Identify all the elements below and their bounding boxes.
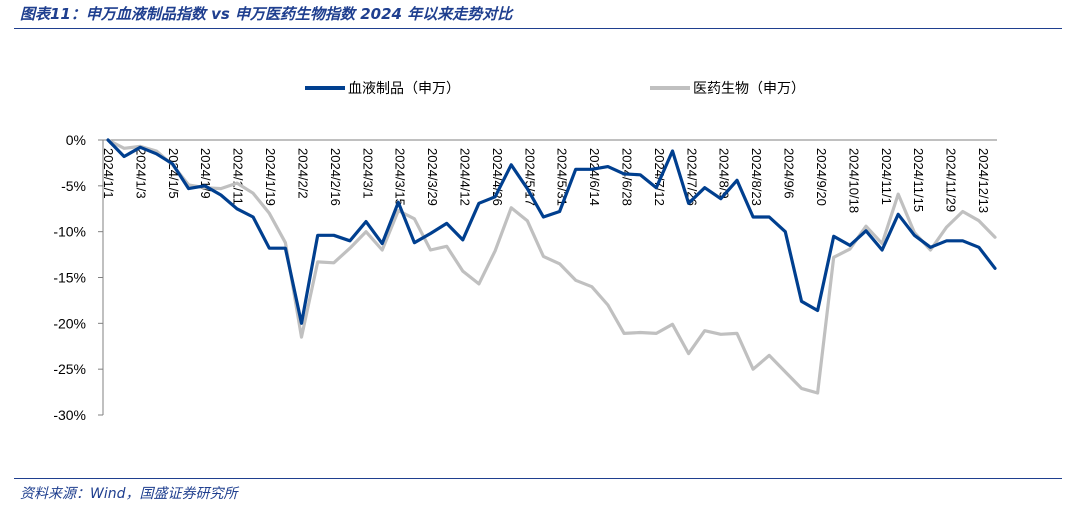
y-tick-label: -20% — [53, 315, 86, 331]
series-lines — [106, 138, 997, 395]
x-tick-label: 2024/5/17 — [522, 148, 537, 206]
x-tick-label: 2024/9/6 — [782, 148, 797, 199]
x-tick-label: 2024/3/1 — [360, 148, 375, 199]
y-axis-ticks: 0% -5% -10% -15% -20% -25% -30% — [53, 132, 103, 423]
x-axis-ticks: 2024/1/1 2024/1/3 2024/1/5 2024/1/9 2024/1/1… — [101, 148, 991, 213]
x-tick-label: 2024/1/11 — [231, 148, 246, 205]
series-line-pharma — [106, 138, 997, 395]
x-tick-label: 2024/8/23 — [749, 148, 764, 206]
x-tick-label: 2024/2/16 — [328, 148, 343, 206]
legend-label: 医药生物（申万） — [693, 81, 805, 97]
y-tick-label: -5% — [61, 178, 86, 194]
y-tick-label: -10% — [53, 224, 86, 240]
y-tick-label: -30% — [53, 407, 86, 423]
x-tick-label: 2024/2/2 — [295, 148, 310, 199]
chart-title: 图表11：申万血液制品指数 vs 申万医药生物指数 2024 年以来走势对比 — [20, 5, 513, 23]
x-tick-label: 2024/12/13 — [976, 148, 991, 213]
source-note: 资料来源：Wind，国盛证券研究所 — [20, 486, 238, 502]
x-tick-label: 2024/1/3 — [133, 148, 148, 199]
y-tick-label: -25% — [53, 361, 86, 377]
top-divider — [14, 28, 1062, 29]
x-tick-label: 2024/4/12 — [457, 148, 472, 206]
x-tick-label: 2024/4/26 — [490, 148, 505, 206]
bottom-divider — [14, 478, 1062, 479]
series-line-blood-products — [106, 138, 997, 325]
x-tick-label: 2024/11/15 — [911, 148, 926, 212]
x-tick-label: 2024/8/9 — [717, 148, 732, 199]
x-tick-label: 2024/10/18 — [846, 148, 861, 213]
y-tick-label: 0% — [66, 132, 86, 148]
x-tick-label: 2024/1/1 — [101, 148, 116, 199]
x-tick-label: 2024/7/26 — [684, 148, 699, 206]
x-tick-label: 2024/9/20 — [814, 148, 829, 206]
x-tick-label: 2024/11/1 — [879, 148, 894, 205]
x-tick-label: 2024/6/14 — [587, 148, 602, 206]
x-tick-label: 2024/3/15 — [393, 148, 408, 206]
legend-label: 血液制品（申万） — [348, 81, 460, 97]
legend: 血液制品（申万） 医药生物（申万） — [305, 81, 805, 97]
x-tick-label: 2024/6/28 — [620, 148, 635, 206]
x-tick-label: 2024/11/29 — [944, 148, 959, 212]
x-tick-label: 2024/1/19 — [263, 148, 278, 206]
x-tick-label: 2024/5/31 — [555, 148, 570, 206]
y-tick-label: -15% — [53, 270, 86, 286]
x-tick-label: 2024/3/29 — [425, 148, 440, 206]
